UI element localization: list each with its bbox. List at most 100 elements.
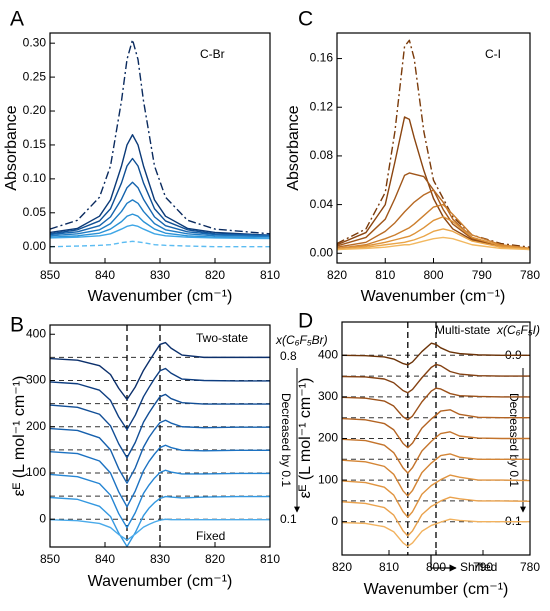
data-line (342, 453, 530, 497)
plot-frame (49, 32, 271, 264)
y-tick-label: 0.05 (23, 205, 47, 219)
x-tick-label: 820 (327, 268, 347, 282)
y-tick-label: 400 (318, 347, 338, 361)
data-line (50, 495, 270, 547)
y-tick-label: 0.16 (310, 51, 334, 65)
data-line (342, 496, 530, 537)
x-axis-label: Wavenumber (cm⁻¹) (88, 573, 233, 590)
data-line (50, 134, 270, 236)
x-axis-label: Wavenumber (cm⁻¹) (361, 288, 506, 305)
y-tick-label: 0.30 (23, 35, 47, 49)
data-line (50, 469, 270, 529)
annotation: x(C₆F₅Br) (275, 333, 328, 347)
y-tick-label: 0.04 (310, 197, 334, 211)
data-line (50, 213, 270, 239)
data-line (50, 199, 270, 238)
x-axis-label: Wavenumber (cm⁻¹) (88, 288, 233, 305)
panel-letter: C (298, 8, 313, 31)
x-tick-label: 810 (260, 268, 280, 282)
annotation: 0.1 (280, 512, 297, 526)
y-tick-label: 0.08 (310, 148, 334, 162)
data-line (50, 367, 270, 431)
x-tick-label: 820 (205, 552, 225, 566)
data-line (50, 341, 270, 401)
plot-area (50, 325, 270, 547)
y-tick-label: 0.20 (23, 103, 47, 117)
data-line (342, 409, 530, 449)
data-line (342, 431, 530, 474)
x-tick-label: 800 (423, 268, 443, 282)
annotation: x(C₆F₅I) (496, 323, 540, 337)
data-line (50, 181, 270, 237)
y-tick-label: 0 (39, 511, 46, 525)
y-tick-label: 200 (318, 431, 338, 445)
x-tick-label: 850 (40, 268, 60, 282)
annotation: C-I (485, 47, 501, 61)
x-tick-label: 810 (375, 268, 395, 282)
annotation: Fixed (196, 529, 225, 543)
x-tick-label: 840 (95, 268, 115, 282)
y-axis-label: Absorbance (3, 105, 20, 190)
y-tick-label: 0.25 (23, 69, 47, 83)
y-tick-label: 0 (331, 514, 338, 528)
data-line (337, 39, 530, 248)
y-tick-label: 0.10 (23, 171, 47, 185)
x-axis-label: Wavenumber (cm⁻¹) (364, 581, 509, 598)
x-tick-label: 780 (520, 560, 540, 574)
data-line (50, 224, 270, 240)
plot-area (337, 39, 530, 251)
y-axis-label: Absorbance (285, 105, 302, 190)
x-tick-label: 830 (150, 268, 170, 282)
annotation: Decreased by 0.1 (279, 393, 293, 487)
data-line (337, 116, 530, 250)
y-tick-label: 200 (26, 419, 46, 433)
x-tick-label: 800 (426, 560, 446, 574)
y-tick-label: 0.15 (23, 137, 47, 151)
x-tick-label: 840 (95, 552, 115, 566)
panel-letter: D (298, 310, 313, 333)
data-line (337, 236, 530, 251)
annotation: Shifted (460, 560, 497, 574)
y-tick-label: 0.00 (310, 245, 334, 259)
data-line (50, 240, 270, 248)
y-tick-label: 100 (26, 465, 46, 479)
x-tick-label: 790 (472, 268, 492, 282)
plot-area (50, 39, 270, 248)
x-tick-label: 780 (520, 268, 540, 282)
data-line (342, 342, 530, 366)
x-tick-label: 790 (473, 560, 493, 574)
data-line (50, 518, 270, 541)
data-line (50, 393, 270, 459)
panel-letter: B (10, 314, 24, 337)
data-line (342, 363, 530, 394)
y-tick-label: 0.12 (310, 99, 334, 113)
data-line (50, 39, 270, 235)
annotation: 0.8 (280, 349, 297, 363)
annotation: Two-state (196, 331, 248, 345)
y-axis-label: εᴱ (L mol⁻¹ cm⁻¹) (11, 376, 28, 497)
data-line (342, 518, 530, 547)
y-axis-label: εᴱ (L mol⁻¹ cm⁻¹) (297, 378, 314, 499)
x-tick-label: 820 (205, 268, 225, 282)
data-line (342, 387, 530, 421)
x-tick-label: 830 (150, 552, 170, 566)
x-tick-label: 810 (260, 552, 280, 566)
shift-arrow (430, 555, 457, 572)
x-tick-label: 810 (379, 560, 399, 574)
y-tick-label: 100 (318, 472, 338, 486)
annotation: Decreased by 0.1 (507, 393, 521, 487)
data-line (337, 216, 530, 250)
panel-letter: A (10, 8, 24, 31)
y-tick-label: 300 (26, 373, 46, 387)
data-line (337, 228, 530, 251)
data-line (337, 203, 530, 250)
data-line (50, 157, 270, 236)
x-tick-label: 820 (332, 560, 352, 574)
annotation: C-Br (200, 47, 225, 61)
y-tick-label: 300 (318, 389, 338, 403)
x-tick-label: 850 (40, 552, 60, 566)
data-line (50, 444, 270, 508)
annotation: Multi-state (435, 323, 491, 337)
